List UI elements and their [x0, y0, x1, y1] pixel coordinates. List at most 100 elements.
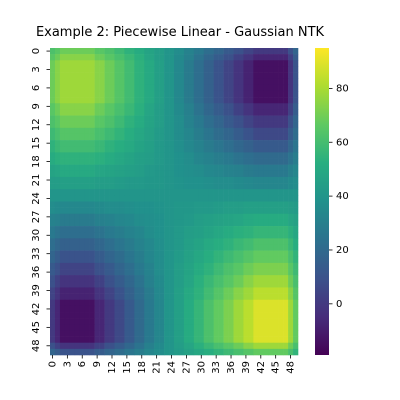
- cell: [109, 226, 115, 233]
- cell: [139, 348, 145, 356]
- cell: [223, 342, 229, 350]
- cell: [293, 330, 299, 337]
- cell: [94, 275, 100, 282]
- cell: [79, 269, 86, 276]
- cell: [99, 336, 105, 344]
- cell: [114, 305, 120, 313]
- cell: [174, 250, 180, 258]
- cell: [268, 287, 274, 294]
- cell: [154, 127, 160, 135]
- cell: [154, 72, 160, 79]
- cell: [198, 281, 205, 288]
- cell: [154, 244, 160, 251]
- cell: [84, 312, 90, 319]
- cell: [119, 275, 125, 282]
- cell: [159, 281, 165, 288]
- x-tick-label: 3: [62, 361, 73, 367]
- cell: [183, 189, 190, 196]
- cell: [50, 115, 56, 122]
- cell: [188, 318, 195, 325]
- cell: [238, 262, 244, 270]
- cell: [283, 140, 289, 147]
- cell: [278, 250, 284, 258]
- cell: [94, 348, 100, 356]
- cell: [183, 152, 190, 159]
- cell: [94, 90, 100, 98]
- cell: [74, 293, 81, 301]
- cell: [99, 48, 105, 55]
- cell: [233, 115, 239, 122]
- cell: [94, 48, 100, 55]
- cell: [228, 275, 234, 282]
- cell: [288, 336, 294, 344]
- cell: [119, 348, 125, 356]
- cell: [99, 293, 105, 301]
- cell: [283, 176, 289, 184]
- cell: [114, 250, 120, 258]
- cell: [69, 299, 76, 307]
- cell: [253, 201, 259, 208]
- cell: [278, 48, 284, 55]
- cell: [109, 170, 115, 178]
- cell: [134, 312, 140, 319]
- cell: [218, 201, 224, 208]
- cell: [74, 348, 81, 356]
- cell: [74, 324, 81, 331]
- cell: [74, 201, 81, 208]
- cell: [159, 78, 165, 86]
- cell: [258, 262, 264, 270]
- cell: [69, 66, 76, 73]
- cell: [193, 256, 200, 264]
- cell: [273, 195, 279, 202]
- cell: [243, 78, 249, 86]
- cell: [258, 293, 264, 301]
- cell: [69, 287, 76, 294]
- cell: [59, 318, 66, 325]
- cell: [84, 54, 90, 61]
- cell: [233, 250, 239, 258]
- cell: [223, 146, 229, 153]
- cell: [203, 84, 210, 92]
- cell: [223, 66, 229, 73]
- cell: [64, 226, 71, 233]
- cell: [253, 109, 259, 116]
- cell: [109, 195, 115, 202]
- cell: [144, 269, 150, 276]
- cell: [258, 140, 264, 147]
- cell: [283, 133, 289, 141]
- cell: [149, 115, 155, 122]
- cell: [159, 312, 165, 319]
- cell: [238, 293, 244, 301]
- cell: [233, 232, 239, 239]
- cell: [218, 226, 224, 233]
- cell: [258, 318, 264, 325]
- cell: [54, 330, 61, 337]
- cell: [253, 195, 259, 202]
- cell: [124, 299, 130, 307]
- cell: [89, 97, 95, 104]
- cell: [164, 84, 170, 92]
- cell: [218, 250, 224, 258]
- cell: [233, 48, 239, 55]
- cell: [104, 226, 110, 233]
- cell: [243, 133, 249, 141]
- cell: [174, 305, 180, 313]
- cell: [178, 219, 185, 227]
- cell: [149, 195, 155, 202]
- cell: [263, 164, 269, 172]
- cell: [273, 115, 279, 122]
- cell: [89, 232, 95, 239]
- cell: [109, 48, 115, 55]
- cell: [159, 103, 165, 110]
- cell: [278, 269, 284, 276]
- cell: [139, 90, 145, 98]
- cell: [159, 176, 165, 184]
- cell: [193, 219, 200, 227]
- cell: [273, 54, 279, 61]
- cell: [258, 312, 264, 319]
- cell: [238, 103, 244, 110]
- cell: [253, 183, 259, 190]
- cell: [293, 213, 299, 221]
- cell: [64, 232, 71, 239]
- cell: [218, 72, 224, 79]
